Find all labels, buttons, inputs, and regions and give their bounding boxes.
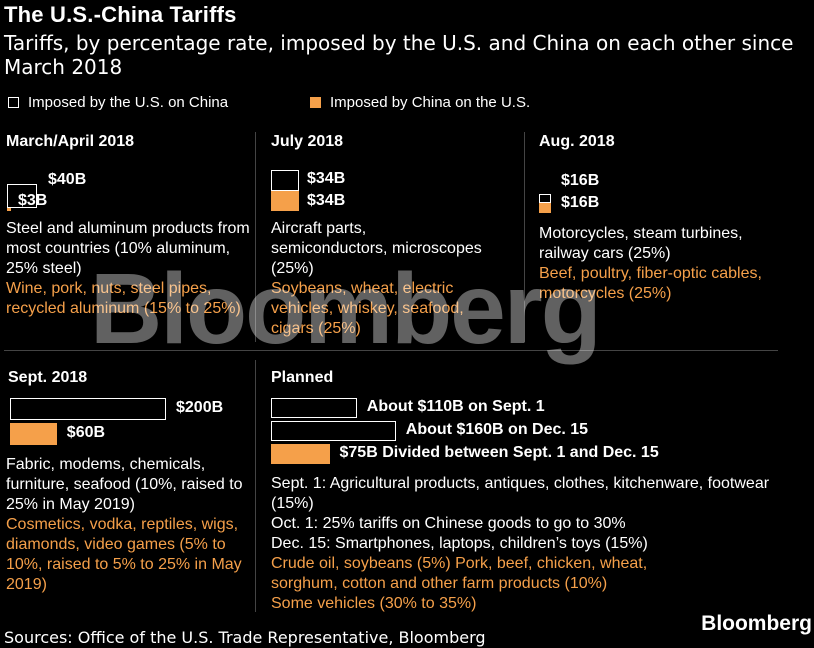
us-goods-aug-2018: Motorcycles, steam turbines, railway car…: [539, 225, 743, 262]
china-goods-aug-2018: Beef, poultry, fiber-optic cables, motor…: [539, 265, 762, 302]
panel-desc-planned: Sept. 1: Agricultural products, antiques…: [271, 474, 801, 614]
bar-china-mar-apr-2018: [7, 208, 11, 211]
panel-title-july-2018: July 2018: [271, 133, 344, 150]
bar-label-us-aug-2018: $16B: [561, 172, 600, 189]
bloomberg-logo: Bloomberg: [701, 612, 812, 635]
legend-china-label: Imposed by China on the U.S.: [330, 94, 531, 111]
divider-v3: [255, 360, 256, 612]
divider-v2: [524, 132, 525, 342]
bar-label-us-mar-apr-2018: $40B: [48, 171, 87, 188]
bar-china-july-2018: [271, 190, 299, 211]
bar-china-aug-2018: [539, 203, 551, 213]
china-goods-mar-apr-2018: Wine, pork, nuts, steel pipes, recycled …: [6, 280, 241, 317]
panel-desc-july-2018: Aircraft parts, semiconductors, microsco…: [271, 219, 486, 339]
chart-subtitle: Tariffs, by percentage rate, imposed by …: [4, 31, 794, 79]
panel-desc-sept-2018: Fabric, modems, chemicals, furniture, se…: [6, 455, 246, 595]
bar-label-china-mar-apr-2018: $3B: [18, 192, 48, 209]
china-goods-planned: Crude oil, soybeans (5%) Pork, beef, chi…: [271, 555, 648, 612]
legend-us: Imposed by the U.S. on China: [8, 94, 228, 111]
legend-us-swatch: [8, 97, 19, 108]
panel-title-planned: Planned: [271, 369, 334, 386]
bar-label-china-planned: $75B Divided between Sept. 1 and Dec. 15: [339, 444, 659, 461]
divider-v1: [255, 132, 256, 342]
bar-label-china-sept-2018: $60B: [66, 424, 106, 441]
panel-desc-mar-apr-2018: Steel and aluminum products from most co…: [6, 219, 252, 319]
source-note: Sources: Office of the U.S. Trade Repres…: [4, 628, 486, 647]
bar-label-china-aug-2018: $16B: [561, 194, 600, 211]
bar-us-aug-2018: [539, 193, 551, 204]
us-goods-sept-2018: Fabric, modems, chemicals, furniture, se…: [6, 456, 243, 513]
bar-label-us-planned-sept-1: About $110B on Sept. 1: [366, 398, 545, 415]
panel-desc-aug-2018: Motorcycles, steam turbines, railway car…: [539, 224, 779, 304]
chart-title: The U.S.-China Tariffs: [4, 2, 237, 27]
bar-us-july-2018: [271, 170, 299, 191]
panel-title-mar-apr-2018: March/April 2018: [6, 133, 135, 150]
bar-label-us-sept-2018: $200B: [176, 399, 224, 416]
china-goods-july-2018: Soybeans, wheat, electric vehicles, whis…: [271, 280, 464, 337]
bar-us-sept-2018: [10, 398, 166, 420]
us-goods-july-2018: Aircraft parts, semiconductors, microsco…: [271, 220, 482, 277]
legend-us-label: Imposed by the U.S. on China: [28, 94, 229, 111]
china-goods-sept-2018: Cosmetics, vodka, reptiles, wigs, diamon…: [6, 516, 242, 593]
us-goods-mar-apr-2018: Steel and aluminum products from most co…: [6, 220, 250, 277]
bar-us-planned-dec-15: [271, 421, 396, 441]
bar-label-us-july-2018: $34B: [307, 170, 346, 187]
legend-china: Imposed by China on the U.S.: [310, 94, 530, 111]
legend-china-swatch: [310, 97, 321, 108]
us-goods-planned: Sept. 1: Agricultural products, antiques…: [271, 475, 770, 552]
bar-china-sept-2018: [10, 423, 57, 445]
bar-label-us-planned-dec-15: About $160B on Dec. 15: [405, 421, 589, 438]
bar-us-planned-sept-1: [271, 398, 357, 418]
bar-us-mar-apr-2018: [7, 184, 37, 208]
panel-title-sept-2018: Sept. 2018: [8, 369, 88, 386]
divider-h: [4, 350, 778, 351]
bar-china-planned: [271, 444, 330, 464]
bar-label-china-july-2018: $34B: [307, 192, 346, 209]
panel-title-aug-2018: Aug. 2018: [539, 133, 615, 150]
